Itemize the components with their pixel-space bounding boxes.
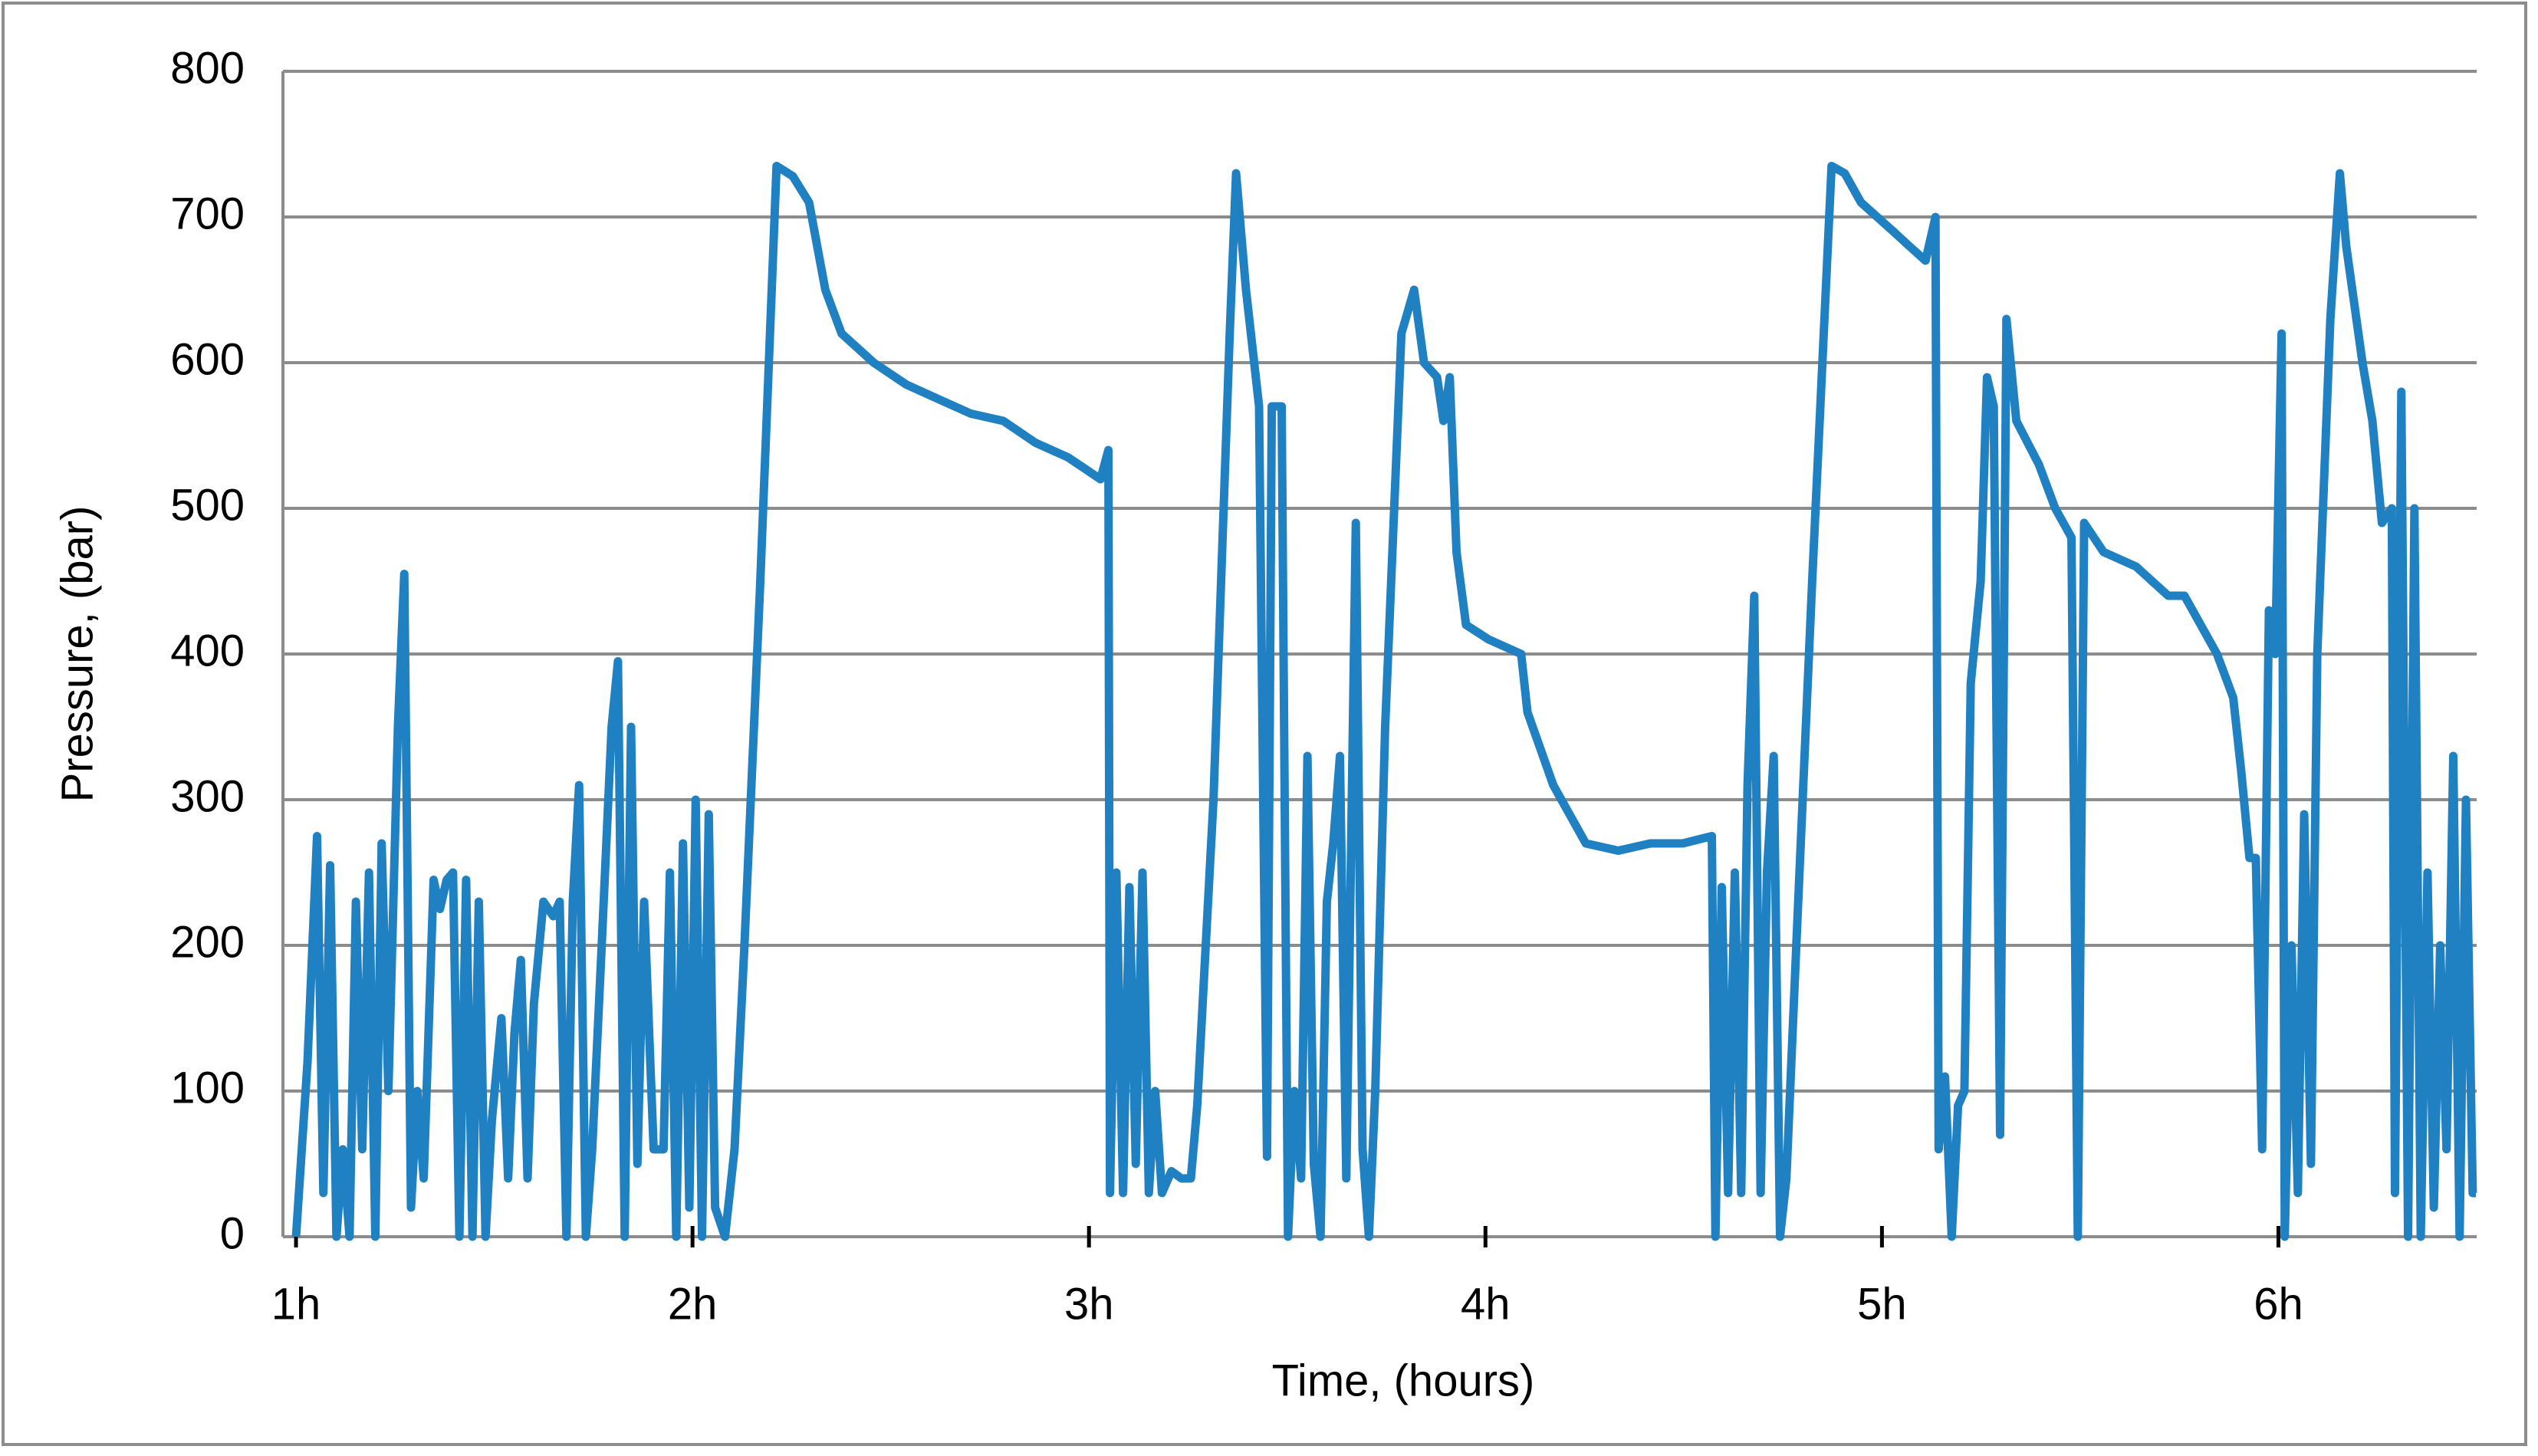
y-tick-label: 100 bbox=[170, 1063, 245, 1113]
x-tick-label: 3h bbox=[1064, 1279, 1114, 1329]
y-tick-label: 200 bbox=[170, 917, 245, 967]
x-tick-label: 5h bbox=[1857, 1279, 1907, 1329]
x-tick-label: 1h bbox=[271, 1279, 321, 1329]
x-tick-label: 2h bbox=[668, 1279, 718, 1329]
y-tick-label: 500 bbox=[170, 480, 245, 530]
y-axis-title: Pressure, (bar) bbox=[52, 506, 102, 803]
y-tick-label: 300 bbox=[170, 771, 245, 821]
y-tick-label: 400 bbox=[170, 626, 245, 675]
y-tick-label: 600 bbox=[170, 334, 245, 384]
x-axis-title: Time, (hours) bbox=[1272, 1356, 1535, 1405]
y-tick-label: 800 bbox=[170, 43, 245, 93]
data-line bbox=[291, 162, 2477, 1241]
y-tick-label: 0 bbox=[220, 1208, 245, 1258]
x-tick-label: 6h bbox=[2254, 1279, 2303, 1329]
x-tick-label: 4h bbox=[1461, 1279, 1511, 1329]
y-tick-label: 700 bbox=[170, 189, 245, 238]
